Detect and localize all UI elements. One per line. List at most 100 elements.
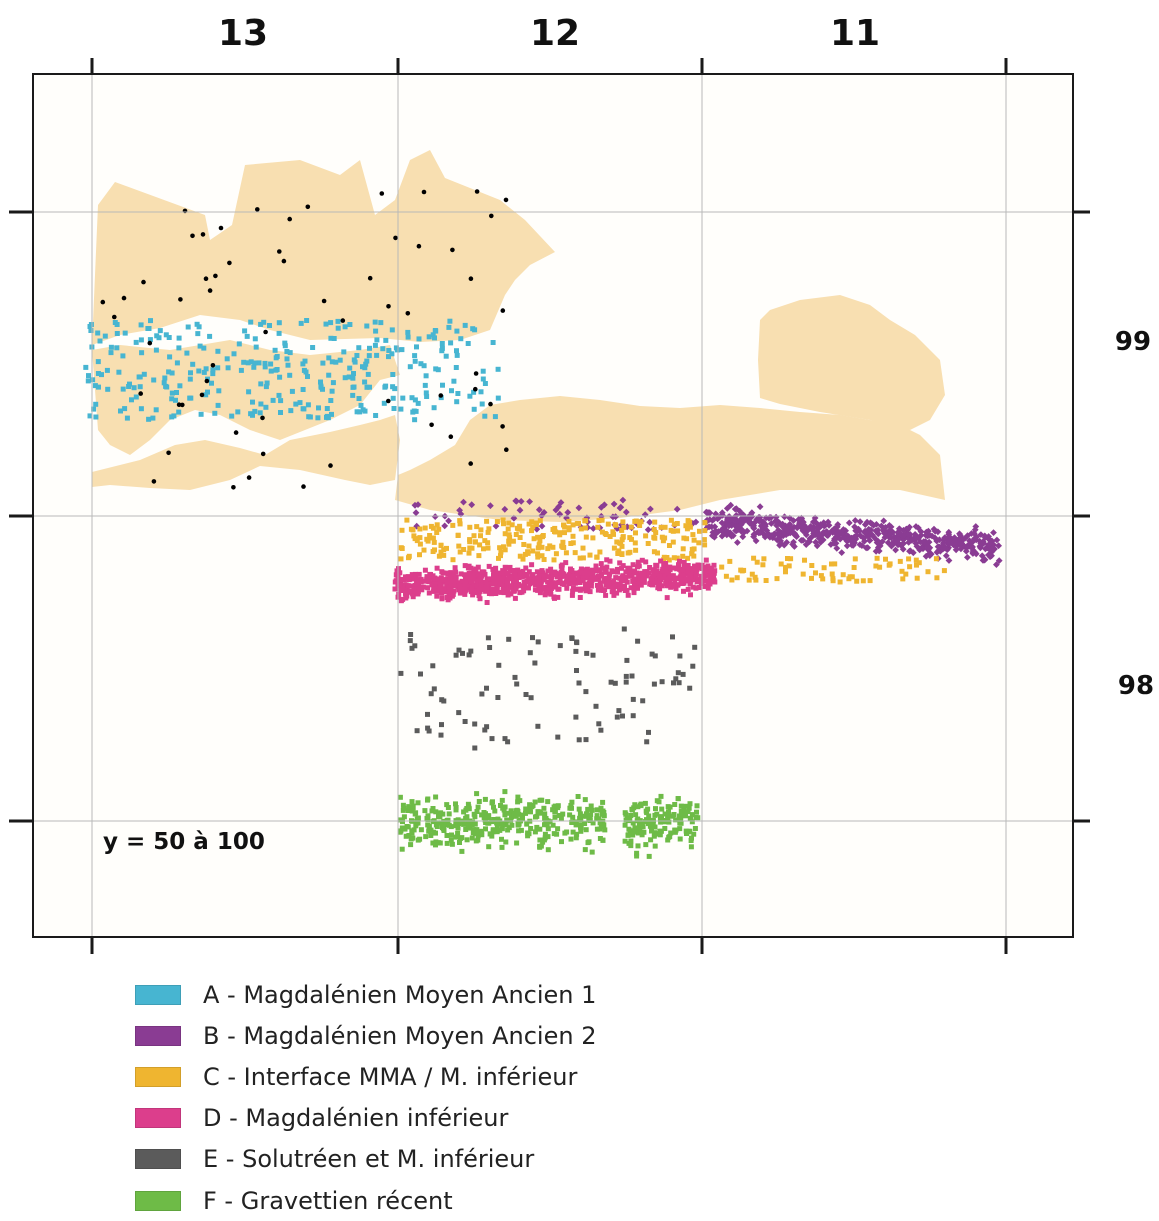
data-point-o [367,275,373,281]
data-point-f [439,820,445,826]
data-point-f [418,827,424,833]
data-point-b [526,498,533,505]
data-point-d [638,582,644,588]
data-point-a [367,345,372,351]
data-point-e [535,639,541,645]
data-point-e [479,691,485,697]
data-point-d [678,567,684,573]
data-point-a [451,378,457,384]
data-point-c [906,556,912,562]
data-point-a [331,336,337,341]
data-point-c [783,564,788,570]
data-point-a [133,394,139,400]
data-point-f [402,826,408,832]
data-point-e [528,695,534,701]
data-point-a [399,347,405,353]
data-point-c [691,537,697,543]
data-point-a [210,371,216,377]
data-point-c [516,526,522,532]
data-point-d [546,581,552,587]
data-point-a [454,399,460,405]
data-point-o [277,249,282,254]
data-point-a [262,364,268,370]
data-point-c [502,547,508,553]
data-point-a [124,415,130,421]
data-point-a [105,386,111,392]
data-point-d [586,581,592,587]
data-point-a [326,355,332,361]
data-point-f [622,838,628,844]
data-point-f [423,834,429,840]
data-point-a [424,394,430,399]
data-point-e [428,691,434,697]
data-point-f [550,822,556,828]
data-point-f [626,826,632,832]
data-point-a [412,417,418,423]
data-point-c [580,555,586,561]
data-point-a [146,416,152,422]
data-point-c [408,526,414,532]
data-point-f [453,834,459,840]
data-point-c [614,539,620,545]
data-point-f [643,842,649,848]
data-point-a [118,408,123,414]
data-point-o [488,401,493,407]
data-point-e [677,653,683,659]
data-point-f [399,846,405,852]
data-point-f [602,827,608,833]
data-point-d [521,572,527,578]
data-point-a [360,364,365,370]
data-point-f [453,821,459,827]
data-point-c [506,520,512,526]
data-point-d [612,584,618,590]
data-point-f [585,806,591,812]
data-point-b [492,522,500,530]
data-point-c [430,525,436,531]
data-point-f [489,800,495,806]
data-point-a [114,345,120,351]
data-point-c [612,522,618,528]
data-point-a [330,380,336,386]
data-point-b [460,498,467,506]
data-point-b [445,517,452,525]
data-point-f [539,797,545,803]
data-point-f [646,813,652,819]
data-point-d [574,570,580,576]
data-point-a [372,319,378,325]
data-point-a [190,361,196,367]
data-point-a [87,413,93,419]
data-point-a [297,400,303,406]
data-point-f [594,807,600,813]
legend-swatch [135,1025,181,1046]
data-point-d [584,584,590,590]
data-point-e [472,745,478,751]
data-point-a [446,324,452,330]
data-point-c [696,540,702,546]
data-point-f [415,800,421,806]
data-point-f [508,808,514,814]
data-point-f [486,813,492,819]
data-point-e [506,636,512,642]
data-point-d [570,585,576,591]
data-point-d [416,571,422,577]
data-point-d [663,581,669,586]
data-point-a [443,353,449,359]
data-point-a [188,370,193,376]
data-point-d [548,587,553,593]
data-point-d [682,568,687,574]
data-point-d [435,588,441,594]
data-point-a [97,338,103,344]
data-point-e [496,662,502,668]
data-point-a [210,367,216,373]
data-point-a [209,380,214,386]
data-point-d [475,571,481,577]
data-point-a [323,321,329,327]
data-point-c [638,519,644,525]
data-point-d [545,574,551,580]
data-point-f [405,808,411,813]
data-point-d [469,582,475,588]
data-point-d [606,584,612,590]
data-point-o [281,258,287,264]
data-point-a [305,374,310,379]
data-point-d [490,586,496,592]
